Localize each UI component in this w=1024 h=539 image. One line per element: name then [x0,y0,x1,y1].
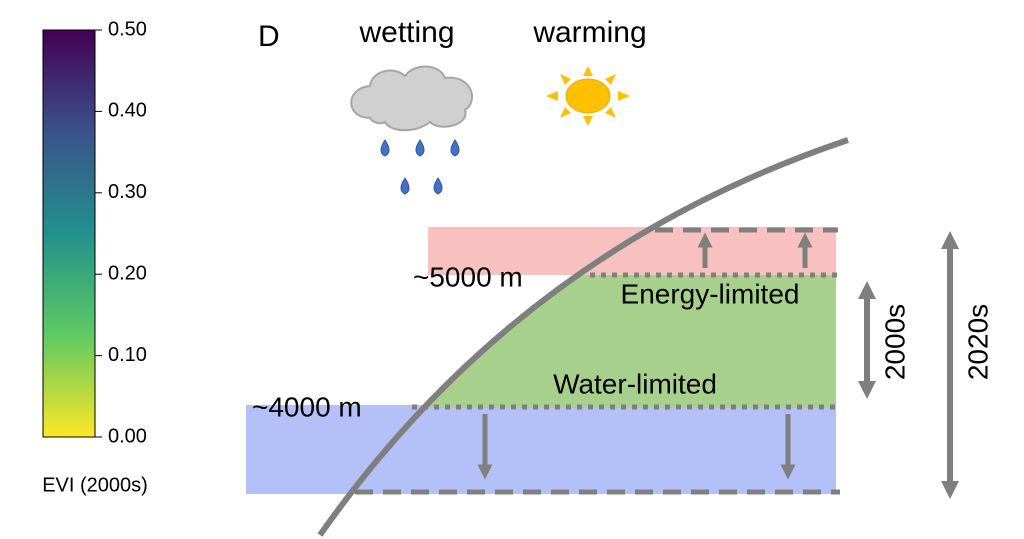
sun-icon [546,66,630,126]
water-zone-label: Water-limited [553,368,717,399]
colorbar-tick-label: 0.10 [108,344,147,366]
colorbar-tick-label: 0.20 [108,262,147,284]
energy-zone-label: Energy-limited [621,278,800,309]
panel-label: D [258,20,280,53]
colorbar: EVI (2000s) 0.00 0.10 0.20 0.30 0.40 0.50 [42,18,148,496]
upper-elevation: ~5000 m [413,261,523,292]
cloud-icon [350,65,474,132]
warming-label: warming [532,16,646,49]
treeline-curve [317,137,849,537]
period-early: 2000s [879,304,910,380]
lower-elevation: ~4000 m [252,391,362,422]
energy-zone-shift [428,227,836,275]
colorbar-tick-label: 0.30 [108,181,147,203]
colorbar-gradient [42,29,96,438]
rain-icon [380,139,460,195]
water-zone-shift [246,405,836,494]
colorbar-tick-label: 0.40 [108,100,147,122]
colorbar-tick-label: 0.00 [108,425,147,447]
colorbar-tick-label: 0.50 [108,18,147,40]
colorbar-label: EVI (2000s) [42,474,148,496]
wetting-label: wetting [358,16,454,49]
period-late: 2020s [962,304,993,380]
